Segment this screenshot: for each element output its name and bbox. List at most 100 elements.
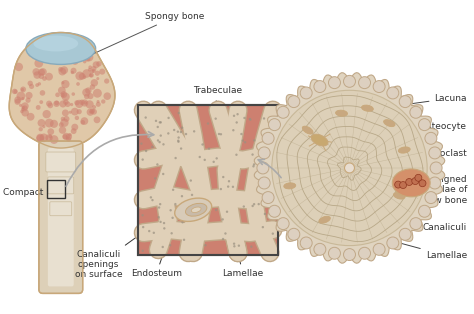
Circle shape bbox=[61, 93, 65, 97]
Circle shape bbox=[373, 243, 385, 255]
Circle shape bbox=[71, 45, 74, 48]
Circle shape bbox=[182, 221, 184, 224]
Circle shape bbox=[97, 100, 100, 103]
Circle shape bbox=[45, 73, 53, 81]
Circle shape bbox=[76, 82, 80, 86]
Circle shape bbox=[268, 205, 281, 217]
Circle shape bbox=[220, 133, 222, 135]
Circle shape bbox=[251, 205, 254, 207]
Circle shape bbox=[70, 103, 73, 106]
Circle shape bbox=[32, 43, 41, 51]
Circle shape bbox=[55, 101, 59, 105]
Circle shape bbox=[314, 243, 326, 255]
Circle shape bbox=[93, 116, 100, 123]
Circle shape bbox=[265, 136, 267, 138]
Text: Lamellae: Lamellae bbox=[222, 222, 264, 279]
Ellipse shape bbox=[393, 192, 405, 199]
Circle shape bbox=[82, 69, 91, 78]
Circle shape bbox=[68, 52, 72, 56]
Circle shape bbox=[216, 157, 218, 160]
Circle shape bbox=[62, 93, 70, 101]
Circle shape bbox=[81, 44, 89, 53]
Circle shape bbox=[415, 174, 422, 181]
Circle shape bbox=[430, 162, 442, 174]
Ellipse shape bbox=[302, 126, 313, 134]
Circle shape bbox=[90, 69, 94, 73]
Circle shape bbox=[91, 79, 98, 87]
Circle shape bbox=[199, 156, 201, 158]
Circle shape bbox=[13, 89, 18, 94]
Circle shape bbox=[150, 196, 152, 198]
Circle shape bbox=[272, 90, 427, 246]
Bar bbox=[47, 180, 65, 198]
Circle shape bbox=[91, 69, 96, 73]
Circle shape bbox=[83, 43, 89, 48]
Circle shape bbox=[288, 228, 300, 240]
Circle shape bbox=[71, 124, 78, 131]
Circle shape bbox=[75, 100, 83, 108]
Circle shape bbox=[71, 52, 78, 59]
Circle shape bbox=[83, 75, 86, 79]
Circle shape bbox=[277, 106, 289, 118]
Circle shape bbox=[69, 111, 72, 114]
Circle shape bbox=[64, 116, 70, 122]
Circle shape bbox=[174, 203, 176, 205]
Circle shape bbox=[14, 96, 21, 103]
Circle shape bbox=[268, 172, 271, 174]
Circle shape bbox=[218, 133, 220, 135]
Ellipse shape bbox=[33, 35, 78, 51]
Circle shape bbox=[103, 92, 111, 100]
Circle shape bbox=[59, 127, 66, 134]
Circle shape bbox=[35, 59, 43, 68]
Ellipse shape bbox=[284, 183, 296, 189]
Circle shape bbox=[425, 192, 437, 203]
Bar bbox=[138, 105, 278, 255]
Circle shape bbox=[252, 165, 255, 168]
Circle shape bbox=[204, 244, 207, 246]
Circle shape bbox=[193, 130, 195, 133]
Circle shape bbox=[35, 83, 39, 87]
Circle shape bbox=[60, 119, 69, 127]
Circle shape bbox=[219, 188, 222, 190]
Circle shape bbox=[264, 204, 266, 207]
Circle shape bbox=[93, 89, 102, 98]
Circle shape bbox=[85, 87, 91, 94]
Circle shape bbox=[88, 65, 92, 69]
Circle shape bbox=[262, 190, 264, 192]
Circle shape bbox=[61, 80, 70, 88]
Circle shape bbox=[207, 122, 209, 125]
Circle shape bbox=[158, 141, 161, 143]
Circle shape bbox=[85, 53, 93, 61]
Circle shape bbox=[410, 218, 422, 230]
Circle shape bbox=[180, 131, 182, 133]
Circle shape bbox=[38, 127, 43, 131]
Text: Osteoblasts aligned
along trabeculae of
new bone: Osteoblasts aligned along trabeculae of … bbox=[377, 175, 467, 205]
Circle shape bbox=[222, 176, 225, 178]
Circle shape bbox=[399, 96, 411, 108]
Circle shape bbox=[38, 73, 44, 79]
Circle shape bbox=[55, 92, 60, 97]
Circle shape bbox=[167, 117, 170, 119]
Circle shape bbox=[45, 35, 53, 43]
Text: Lacuna: Lacuna bbox=[367, 94, 467, 110]
Circle shape bbox=[300, 237, 312, 249]
Circle shape bbox=[81, 120, 85, 125]
Circle shape bbox=[87, 93, 93, 99]
Circle shape bbox=[190, 179, 192, 182]
Circle shape bbox=[399, 228, 411, 240]
Circle shape bbox=[68, 39, 71, 42]
Circle shape bbox=[71, 68, 77, 74]
Circle shape bbox=[34, 71, 41, 79]
Circle shape bbox=[151, 146, 154, 148]
Circle shape bbox=[90, 108, 95, 114]
Circle shape bbox=[236, 121, 238, 124]
Ellipse shape bbox=[362, 105, 374, 111]
Circle shape bbox=[269, 127, 272, 130]
Circle shape bbox=[61, 49, 69, 56]
Text: Trabeculae: Trabeculae bbox=[193, 86, 243, 114]
Circle shape bbox=[63, 99, 69, 105]
Circle shape bbox=[250, 246, 253, 248]
Circle shape bbox=[36, 135, 44, 142]
Circle shape bbox=[66, 39, 73, 46]
Circle shape bbox=[174, 157, 177, 159]
